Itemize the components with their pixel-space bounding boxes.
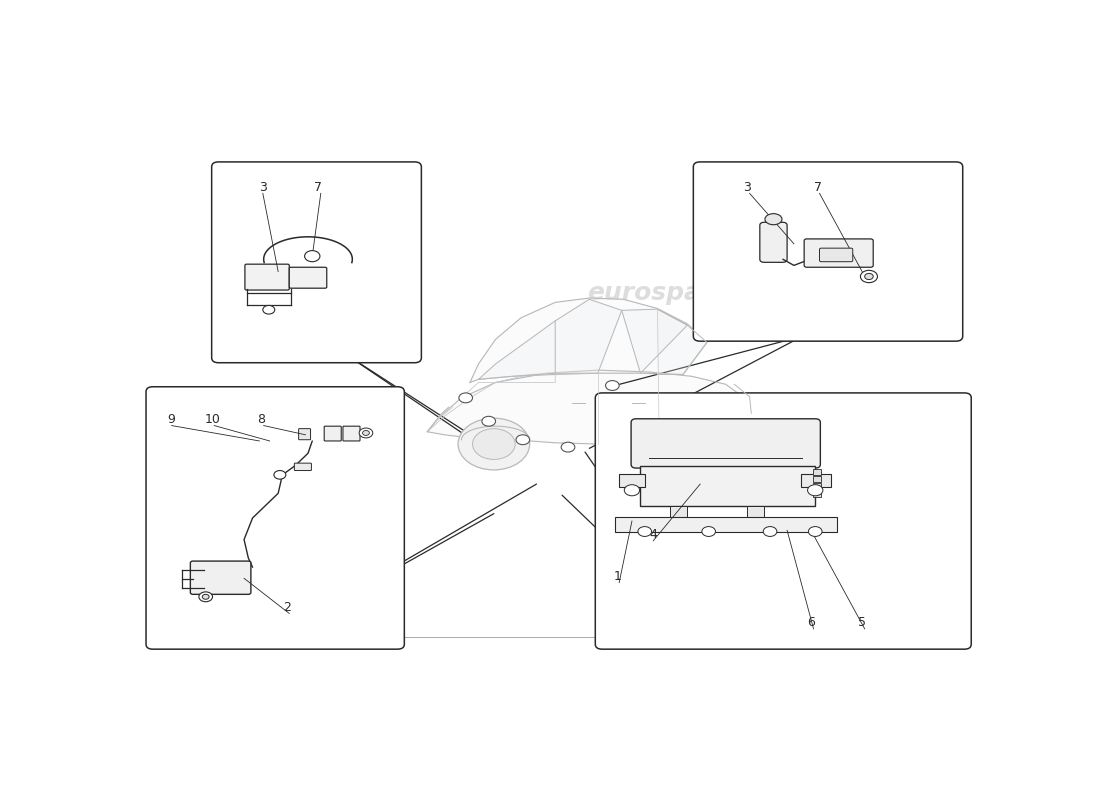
Circle shape (807, 485, 823, 496)
Circle shape (359, 428, 373, 438)
Text: 3: 3 (258, 181, 267, 194)
FancyBboxPatch shape (190, 561, 251, 594)
Text: 5: 5 (858, 616, 866, 629)
Circle shape (305, 250, 320, 262)
Circle shape (199, 592, 212, 602)
Polygon shape (470, 298, 707, 382)
Circle shape (860, 270, 878, 282)
Circle shape (202, 594, 209, 599)
Circle shape (363, 430, 370, 435)
FancyBboxPatch shape (820, 248, 852, 262)
Circle shape (763, 526, 777, 537)
Circle shape (516, 434, 530, 445)
Circle shape (459, 393, 473, 402)
Circle shape (625, 485, 639, 496)
Text: 8: 8 (257, 413, 265, 426)
Bar (813, 491, 822, 497)
FancyBboxPatch shape (289, 267, 327, 288)
FancyBboxPatch shape (295, 463, 311, 470)
Bar (615, 517, 837, 532)
Circle shape (638, 526, 651, 537)
FancyBboxPatch shape (146, 386, 405, 649)
FancyBboxPatch shape (343, 426, 360, 441)
Circle shape (644, 417, 719, 471)
Bar (813, 483, 822, 490)
Polygon shape (621, 309, 688, 373)
Polygon shape (658, 309, 707, 374)
FancyBboxPatch shape (595, 393, 971, 649)
FancyBboxPatch shape (804, 239, 873, 267)
Text: eurospares: eurospares (587, 281, 745, 305)
Bar (670, 506, 688, 517)
Circle shape (458, 418, 530, 470)
FancyBboxPatch shape (245, 264, 289, 290)
FancyBboxPatch shape (324, 426, 341, 441)
Circle shape (274, 470, 286, 479)
FancyBboxPatch shape (693, 162, 962, 341)
Text: eurospares: eurospares (681, 515, 839, 539)
Text: 1: 1 (614, 570, 622, 583)
Circle shape (659, 428, 704, 460)
Circle shape (473, 429, 515, 459)
Text: 2: 2 (283, 601, 290, 614)
Circle shape (561, 442, 575, 452)
Text: 10: 10 (205, 413, 220, 426)
Text: 4: 4 (649, 528, 657, 541)
Text: eurospares: eurospares (190, 515, 349, 539)
Circle shape (263, 306, 275, 314)
Polygon shape (478, 321, 556, 379)
Bar (813, 469, 822, 475)
Circle shape (482, 416, 495, 426)
Bar (747, 506, 764, 517)
FancyBboxPatch shape (298, 429, 310, 440)
Bar (619, 474, 645, 487)
Circle shape (702, 526, 715, 537)
FancyBboxPatch shape (760, 222, 788, 262)
Text: 7: 7 (814, 181, 822, 194)
Ellipse shape (764, 214, 782, 225)
Bar (801, 474, 830, 487)
FancyBboxPatch shape (211, 162, 421, 362)
Circle shape (865, 274, 873, 279)
Text: 3: 3 (744, 181, 751, 194)
Circle shape (605, 381, 619, 390)
Text: 6: 6 (807, 616, 815, 629)
Text: eurospares: eurospares (224, 281, 383, 305)
Polygon shape (556, 299, 622, 373)
Text: 7: 7 (315, 181, 322, 194)
Text: 9: 9 (167, 413, 176, 426)
Circle shape (808, 526, 822, 537)
Bar (813, 476, 822, 482)
Bar (640, 466, 815, 506)
FancyBboxPatch shape (631, 418, 821, 468)
Polygon shape (427, 370, 751, 444)
